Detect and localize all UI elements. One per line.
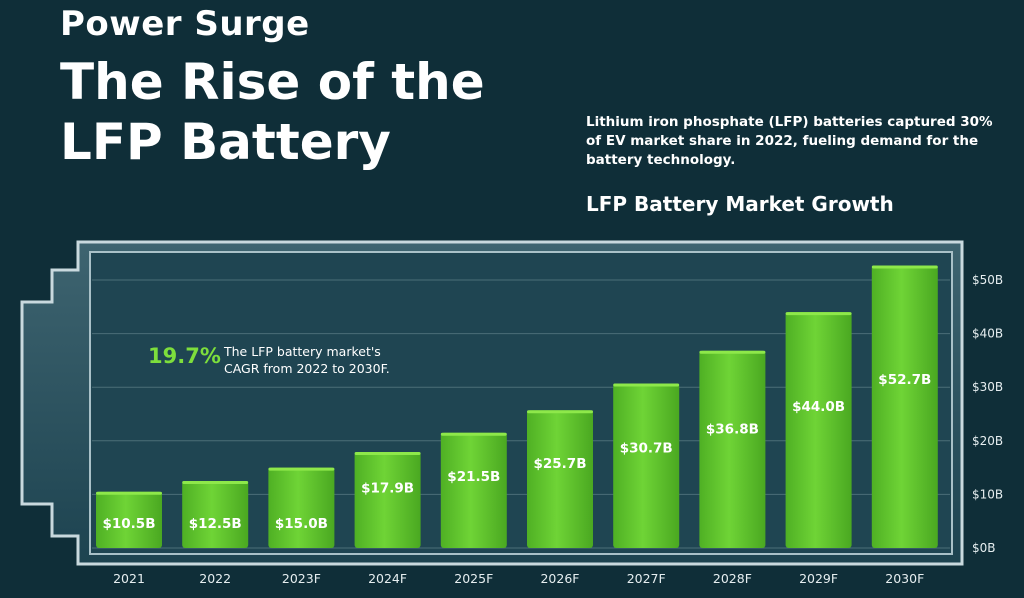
x-category-label: 2021 — [113, 571, 145, 586]
bar-value-label: $17.9B — [361, 480, 414, 496]
y-tick-label: $50B — [972, 273, 1003, 287]
bar — [440, 432, 507, 548]
bar-top-highlight — [440, 432, 507, 436]
bar — [613, 383, 680, 548]
bar-top-highlight — [527, 410, 593, 414]
bar-value-label: $52.7B — [878, 372, 931, 388]
x-category-label: 2026F — [540, 571, 579, 586]
cagr-value: 19.7% — [148, 344, 221, 368]
bar-value-label: $15.0B — [275, 516, 328, 532]
bar-top-highlight — [182, 481, 249, 484]
x-category-label: 2022 — [199, 571, 231, 586]
bar-value-label: $10.5B — [103, 516, 156, 532]
bar — [96, 491, 162, 548]
y-axis: $0B $10B $20B $30B $40B $50B — [972, 273, 1003, 555]
y-tick-label: $10B — [972, 487, 1003, 501]
bar-value-label: $30.7B — [620, 441, 673, 457]
bar-value-label: $36.8B — [706, 422, 759, 438]
bar-top-highlight — [785, 312, 852, 316]
bar — [871, 265, 938, 548]
bar-chart: $10.5B $12.5B $15.0B $17.9B $21.5B $25.7B $30.… — [20, 240, 1003, 586]
y-tick-label: $30B — [972, 380, 1003, 394]
x-axis: 2021 2022 2023F 2024F 2025F 2026F 2027F 2028F 20… — [113, 571, 924, 586]
bar-value-label: $21.5B — [447, 469, 500, 485]
cagr-callout: 19.7% The LFP battery market's CAGR from… — [148, 344, 390, 376]
x-category-label: 2030F — [885, 571, 924, 586]
bar-value-label: $25.7B — [534, 456, 587, 472]
bar-value-label: $12.5B — [189, 516, 242, 532]
y-tick-label: $0B — [972, 541, 996, 555]
bar-top-highlight — [699, 350, 766, 354]
bar — [699, 350, 766, 548]
main-title: The Rise of the LFP Battery — [60, 53, 485, 171]
bar-top-highlight — [613, 383, 680, 387]
x-category-label: 2023F — [282, 571, 321, 586]
bar — [785, 312, 852, 548]
y-tick-label: $20B — [972, 434, 1003, 448]
bar-value-label: $44.0B — [792, 399, 845, 415]
bar — [268, 467, 335, 548]
cagr-text-line1: The LFP battery market's — [223, 344, 381, 359]
bar — [354, 452, 421, 548]
x-category-label: 2024F — [368, 571, 407, 586]
bar-top-highlight — [96, 491, 162, 495]
chart-title: LFP Battery Market Growth — [586, 192, 894, 216]
bar — [182, 481, 249, 548]
description-text: Lithium iron phosphate (LFP) batteries c… — [586, 114, 993, 168]
bar-top-highlight — [268, 467, 335, 471]
x-category-label: 2027F — [627, 571, 666, 586]
cagr-text-line2: CAGR from 2022 to 2030F. — [224, 361, 390, 376]
bar-top-highlight — [354, 452, 421, 456]
y-tick-label: $40B — [972, 327, 1003, 341]
x-category-label: 2025F — [454, 571, 493, 586]
x-category-label: 2029F — [799, 571, 838, 586]
bars-group: $10.5B $12.5B $15.0B $17.9B $21.5B $25.7B $30.… — [96, 265, 938, 548]
kicker-title: Power Surge — [60, 4, 310, 44]
bar — [527, 410, 593, 548]
bar-top-highlight — [871, 265, 938, 269]
x-category-label: 2028F — [713, 571, 752, 586]
